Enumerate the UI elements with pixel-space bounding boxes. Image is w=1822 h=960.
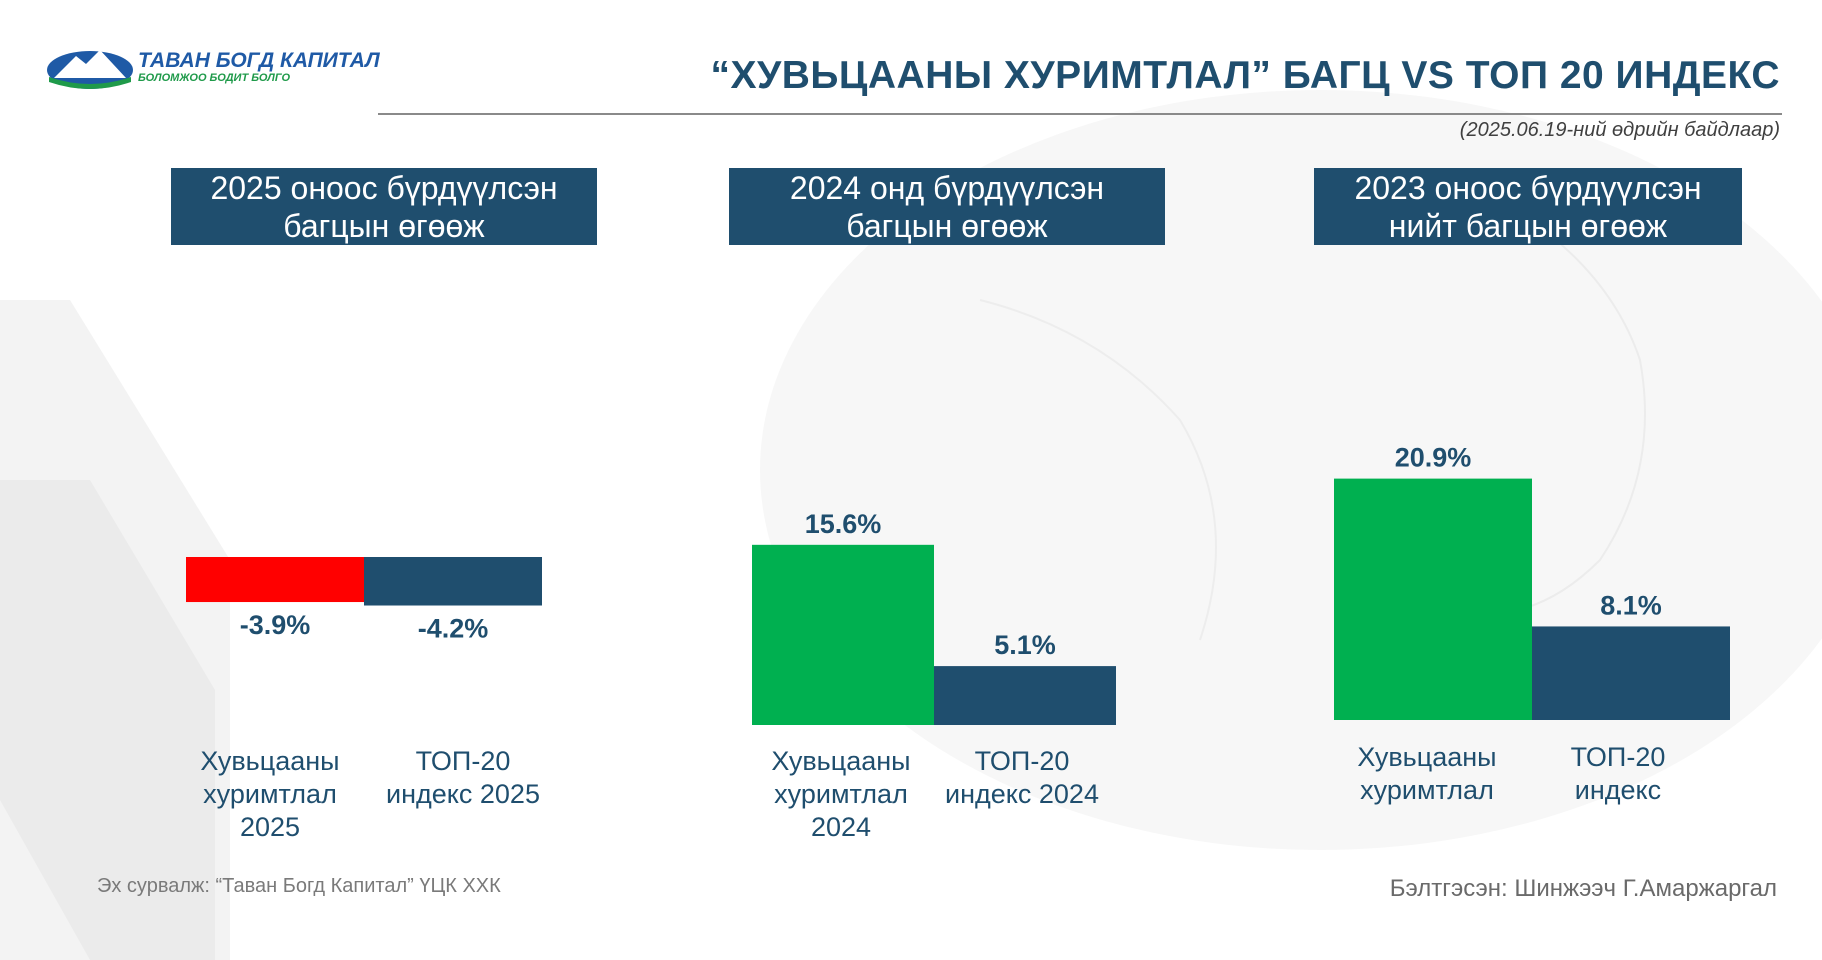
chart-3-category-1-line-1: Хувьцааны <box>1357 742 1497 772</box>
chart-3-category-2-line-1: ТОП-20 <box>1570 742 1666 772</box>
title-divider <box>378 113 1782 115</box>
panel-1-header-line-1: 2025 оноос бүрдүүлсэн <box>210 169 558 206</box>
panel-2-header-line-1: 2024 онд бүрдүүлсэн <box>789 169 1105 206</box>
chart-2-category-1-line-1: Хувьцааны <box>771 746 911 776</box>
panel-3-header-line-1: 2023 оноос бүрдүүлсэн <box>1354 169 1702 206</box>
panel-2-header: 2024 онд бүрдүүлсэн багцын өгөөж <box>729 168 1165 245</box>
mountain-logo-icon <box>47 50 133 89</box>
logo-tagline: БОЛОМЖОО БОДИТ БОЛГО <box>138 72 291 84</box>
chart-1-bar-1 <box>186 557 364 603</box>
panel-1-header: 2025 оноос бүрдүүлсэн багцын өгөөж <box>171 168 597 245</box>
source-note: Эх сурвалж: “Таван Богд Капитал” ҮЦК ХХК <box>97 875 501 897</box>
chart-3-bar-2 <box>1532 626 1730 720</box>
chart-3-category-2-line-2: индекс <box>1574 775 1662 805</box>
logo-name: ТАВАН БОГД КАПИТАЛ <box>138 49 380 72</box>
chart-1-category-2-line-1: ТОП-20 <box>415 746 511 776</box>
panel-3-header-line-2: нийт багцын өгөөж <box>1388 207 1668 244</box>
chart-2-category-1-line-3: 2024 <box>810 812 872 842</box>
chart-1-category-2: ТОП-20 индекс 2025 <box>363 745 563 811</box>
chart-2-category-2: ТОП-20 индекс 2024 <box>922 745 1122 811</box>
chart-2-category-2-line-2: индекс 2024 <box>945 779 1099 809</box>
chart-2-category-1-line-2: хуримтлал <box>774 779 908 809</box>
prepared-by-note: Бэлтгэсэн: Шинжээч Г.Амаржаргал <box>1389 875 1777 902</box>
chart-1-bar-2 <box>364 557 542 606</box>
chart-2-category-1: Хувьцааны хуримтлал 2024 <box>741 745 941 844</box>
chart-2-bar-1 <box>752 544 934 725</box>
chart-2-data-label-2: 5.1% <box>994 630 1056 660</box>
company-logo: ТАВАН БОГД КАПИТАЛ БОЛОМЖОО БОДИТ БОЛГО <box>46 44 380 94</box>
chart-1-category-1-line-3: 2025 <box>239 812 301 842</box>
chart-1-category-1-line-2: хуримтлал <box>203 779 337 809</box>
chart-2-bar-2 <box>934 666 1116 725</box>
chart-3-category-1: Хувьцааны хуримтлал <box>1327 741 1527 807</box>
chart-1-category-2-line-2: индекс 2025 <box>386 779 540 809</box>
chart-1-category-1-line-1: Хувьцааны <box>200 746 340 776</box>
page-title: “ХУВЬЦААНЫ ХУРИМТЛАЛ” БАГЦ VS ТОП 20 ИНД… <box>710 54 1780 97</box>
panel-3-header: 2023 оноос бүрдүүлсэн нийт багцын өгөөж <box>1314 168 1742 245</box>
chart-1-data-label-1: -3.9% <box>240 610 311 640</box>
panel-2-header-line-2: багцын өгөөж <box>846 207 1048 244</box>
chart-2-data-label-1: 15.6% <box>805 509 882 539</box>
chart-1-data-label-2: -4.2% <box>418 614 489 644</box>
chart-2-category-2-line-1: ТОП-20 <box>974 746 1070 776</box>
chart-3-data-label-2: 8.1% <box>1600 590 1662 620</box>
chart-3-category-2: ТОП-20 индекс <box>1518 741 1718 807</box>
chart-1-category-1: Хувьцааны хуримтлал 2025 <box>170 745 370 844</box>
chart-3-category-1-line-2: хуримтлал <box>1360 775 1494 805</box>
date-note: (2025.06.19-ний өдрийн байдлаар) <box>1459 119 1780 141</box>
chart-3-bar-1 <box>1334 478 1532 720</box>
chart-3-data-label-1: 20.9% <box>1395 443 1472 473</box>
panel-1-header-line-2: багцын өгөөж <box>283 207 485 244</box>
